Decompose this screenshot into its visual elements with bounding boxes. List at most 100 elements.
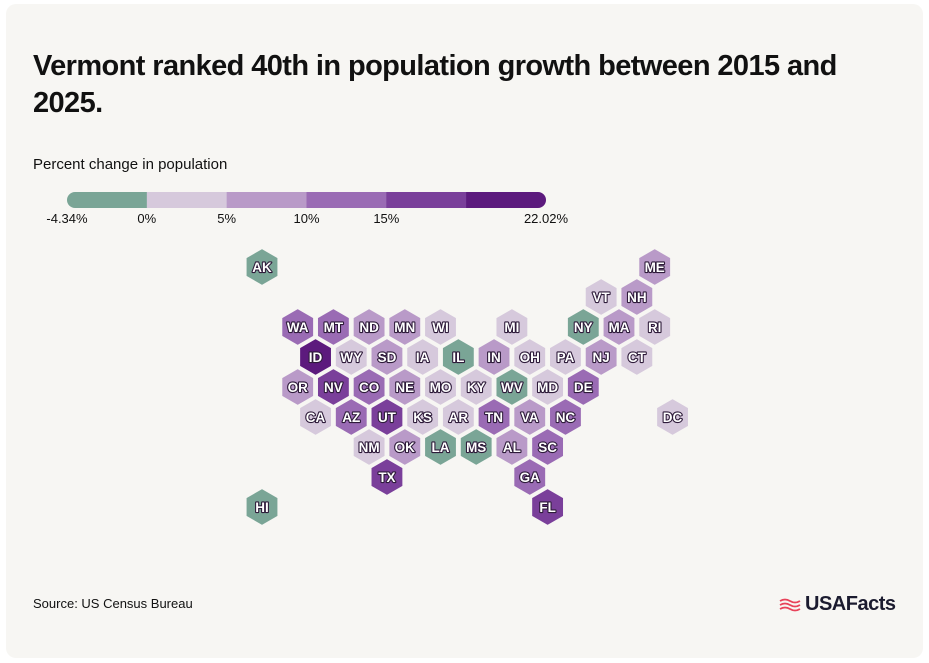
state-tile-mo[interactable]: MO xyxy=(423,367,458,407)
state-label: NM xyxy=(359,440,380,455)
state-tile-nj[interactable]: NJ xyxy=(584,337,618,377)
state-tile-vt[interactable]: VT xyxy=(584,277,618,317)
state-hex xyxy=(620,337,654,377)
state-hex xyxy=(316,367,351,407)
state-hex xyxy=(566,307,600,347)
state-tile-ri[interactable]: RI xyxy=(638,307,672,347)
state-tile-sc[interactable]: SC xyxy=(530,427,565,467)
state-tile-id[interactable]: ID xyxy=(298,337,333,377)
state-tile-al[interactable]: AL xyxy=(495,427,529,467)
state-tile-de[interactable]: DE xyxy=(566,367,600,407)
state-tile-ca[interactable]: CA xyxy=(298,397,333,437)
state-label: WA xyxy=(287,320,309,335)
state-label: IA xyxy=(416,350,430,365)
state-tile-nc[interactable]: NC xyxy=(548,397,583,437)
state-tile-ak[interactable]: AK xyxy=(245,247,279,287)
state-tile-co[interactable]: CO xyxy=(352,367,386,407)
state-tile-ar[interactable]: AR xyxy=(441,397,475,437)
state-hex xyxy=(530,487,565,527)
state-tile-ny[interactable]: NY xyxy=(566,307,600,347)
state-label: ME xyxy=(645,260,665,275)
state-label: NV xyxy=(324,380,343,395)
state-hex xyxy=(352,427,386,467)
state-label: CT xyxy=(628,350,647,365)
state-tile-nm[interactable]: NM xyxy=(352,427,386,467)
state-tile-mt[interactable]: MT xyxy=(316,307,351,347)
state-tile-il[interactable]: IL xyxy=(441,337,475,377)
state-tile-mi[interactable]: MI xyxy=(495,307,529,347)
state-tile-or[interactable]: OR xyxy=(281,367,315,407)
state-label: WV xyxy=(501,380,523,395)
state-hex xyxy=(477,397,511,437)
state-hex xyxy=(548,337,583,377)
state-label: NH xyxy=(627,290,647,305)
state-tile-me[interactable]: ME xyxy=(638,247,672,287)
state-label: AK xyxy=(252,260,272,275)
state-tile-nd[interactable]: ND xyxy=(352,307,386,347)
state-tile-hi[interactable]: HI xyxy=(245,487,279,527)
state-tile-ct[interactable]: CT xyxy=(620,337,654,377)
state-label: MD xyxy=(537,380,558,395)
state-hex xyxy=(441,337,475,377)
state-tile-ks[interactable]: KS xyxy=(406,397,440,437)
state-label: DE xyxy=(574,380,593,395)
state-hex xyxy=(423,367,458,407)
state-tile-oh[interactable]: OH xyxy=(513,337,547,377)
chart-card: Vermont ranked 40th in population growth… xyxy=(6,4,923,658)
state-hex xyxy=(281,307,315,347)
state-tile-ut[interactable]: UT xyxy=(370,397,404,437)
state-hex xyxy=(441,397,475,437)
state-label: HI xyxy=(255,500,269,515)
state-hex xyxy=(530,367,565,407)
state-tile-sd[interactable]: SD xyxy=(370,337,404,377)
state-tile-ga[interactable]: GA xyxy=(513,457,547,497)
state-hex xyxy=(602,307,636,347)
chart-title: Vermont ranked 40th in population growth… xyxy=(33,50,837,119)
state-tile-dc[interactable]: DC xyxy=(655,397,690,437)
state-label: TN xyxy=(485,410,503,425)
state-tile-fl[interactable]: FL xyxy=(530,487,565,527)
state-tile-in[interactable]: IN xyxy=(477,337,511,377)
state-tile-nv[interactable]: NV xyxy=(316,367,351,407)
state-hex xyxy=(334,337,368,377)
state-tile-mn[interactable]: MN xyxy=(388,307,422,347)
state-label: AR xyxy=(449,410,469,425)
state-tile-la[interactable]: LA xyxy=(423,427,458,467)
usafacts-logo[interactable]: USAFacts xyxy=(779,593,896,616)
state-tile-pa[interactable]: PA xyxy=(548,337,583,377)
state-tile-va[interactable]: VA xyxy=(513,397,547,437)
state-tile-ky[interactable]: KY xyxy=(459,367,493,407)
state-tile-wv[interactable]: WV xyxy=(495,367,529,407)
state-tile-ok[interactable]: OK xyxy=(388,427,422,467)
legend-title: Percent change in population xyxy=(33,156,228,173)
state-label: VA xyxy=(521,410,539,425)
state-tile-tx[interactable]: TX xyxy=(370,457,404,497)
state-tile-az[interactable]: AZ xyxy=(334,397,368,437)
state-label: NY xyxy=(574,320,593,335)
flag-logo-icon xyxy=(779,598,801,611)
state-tile-wa[interactable]: WA xyxy=(281,307,315,347)
source-note: Source: US Census Bureau xyxy=(33,596,193,611)
state-tile-wi[interactable]: WI xyxy=(423,307,458,347)
state-hex xyxy=(584,277,618,317)
hex-tile-map: AK ME VT NH WA MT ND MN WI MI NY MA RI ID WY SD IA IL IN OH… xyxy=(245,247,690,527)
state-hex xyxy=(423,307,458,347)
state-hex xyxy=(477,337,511,377)
state-hex xyxy=(423,427,458,467)
state-hex xyxy=(548,397,583,437)
state-hex xyxy=(406,397,440,437)
state-label: MI xyxy=(504,320,519,335)
state-tile-ia[interactable]: IA xyxy=(406,337,440,377)
state-label: SD xyxy=(378,350,397,365)
state-tile-ms[interactable]: MS xyxy=(459,427,493,467)
state-tile-md[interactable]: MD xyxy=(530,367,565,407)
state-tile-ma[interactable]: MA xyxy=(602,307,636,347)
state-tile-wy[interactable]: WY xyxy=(334,337,368,377)
state-label: VT xyxy=(593,290,611,305)
state-tile-nh[interactable]: NH xyxy=(620,277,654,317)
state-label: GA xyxy=(520,470,541,485)
state-label: TX xyxy=(378,470,395,485)
state-label: NC xyxy=(556,410,576,425)
state-tile-ne[interactable]: NE xyxy=(388,367,422,407)
state-tile-tn[interactable]: TN xyxy=(477,397,511,437)
